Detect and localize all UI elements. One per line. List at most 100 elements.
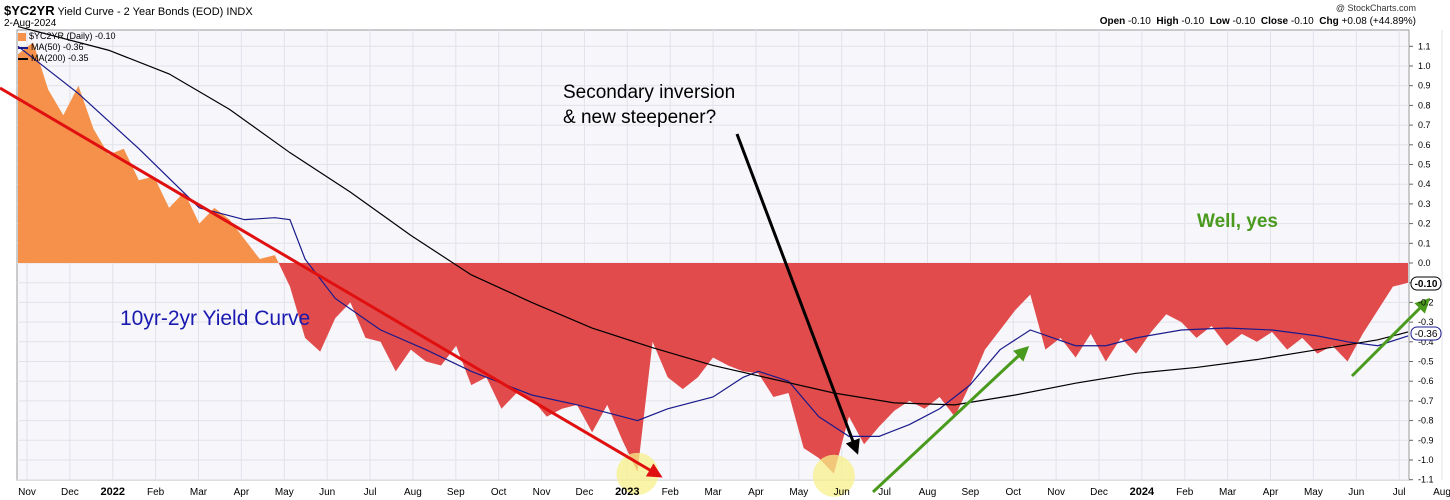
x-tick-label: Feb: [662, 487, 680, 498]
x-tick-label: Dec: [576, 487, 594, 498]
x-tick-label: Jun: [834, 487, 850, 498]
x-tick-label: Jul: [364, 487, 377, 498]
x-tick-label: 2023: [615, 486, 639, 498]
legend-swatch: [18, 46, 28, 49]
y-tick-label: -0.7: [1418, 396, 1434, 406]
chart-date: 2-Aug-2024: [4, 18, 57, 29]
ma200-line: [17, 26, 1409, 406]
x-tick-label: Apr: [748, 487, 764, 498]
ma-price-tag: [1410, 326, 1442, 341]
x-tick-label: Sep: [447, 487, 465, 498]
x-tick-label: Nov: [18, 487, 36, 498]
y-tick-label: 0.4: [1418, 179, 1431, 189]
y-tick-label: 0.0: [1418, 258, 1431, 268]
high-label: High: [1156, 16, 1179, 27]
green-arrow-1: [871, 345, 1030, 494]
x-tick-label: Mar: [190, 487, 208, 498]
x-tick-label: 2024: [1130, 486, 1155, 498]
legend: $YC2YR (Daily) -0.10 MA(50) -0.36 MA(200) …: [18, 31, 116, 64]
x-tick-label: Aug: [919, 487, 937, 498]
y-tick-label: -0.9: [1418, 435, 1434, 445]
symbol: $YC2YR: [4, 3, 55, 18]
high-value: -0.10: [1181, 16, 1205, 27]
y-tick-label: 0.6: [1418, 140, 1431, 150]
x-tick-label: Sep: [961, 487, 979, 498]
x-tick-label: Jul: [878, 487, 891, 498]
copyright: @ StockCharts.com: [1335, 3, 1416, 13]
x-tick-label: Dec: [1090, 487, 1108, 498]
y-tick-label: 0.7: [1418, 120, 1431, 130]
chg-label: Chg: [1319, 16, 1339, 27]
red-trend-arrow: [0, 86, 663, 478]
close-label: Close: [1260, 16, 1289, 27]
x-tick-label: Oct: [1005, 487, 1021, 498]
x-tick-label: Oct: [491, 487, 507, 498]
low-value: -0.10: [1232, 16, 1256, 27]
secondary-inversion-line1: Secondary inversion: [563, 82, 735, 103]
y-tick-label: -0.4: [1418, 337, 1434, 347]
description: Yield Curve - 2 Year Bonds (EOD): [57, 6, 224, 18]
secondary-inversion-line2: & new steepener?: [563, 107, 716, 128]
y-tick-label: 0.9: [1418, 81, 1431, 91]
x-tick-label: Mar: [704, 487, 722, 498]
x-tick-label: May: [275, 487, 294, 498]
y-tick-label: -0.8: [1418, 416, 1434, 426]
y-tick-label: 0.2: [1418, 219, 1431, 229]
negative-area: [18, 263, 1408, 474]
low-highlight: [812, 454, 855, 497]
y-tick-label: -0.2: [1418, 297, 1434, 307]
x-tick-label: May: [789, 487, 808, 498]
x-tick-label: Feb: [1176, 487, 1194, 498]
y-tick-label: 1.0: [1418, 61, 1431, 71]
x-tick-label: 2022: [101, 486, 125, 498]
x-tick-label: May: [1304, 487, 1323, 498]
y-tick-label: -0.5: [1418, 357, 1434, 367]
ma-price-text: -0.36: [1415, 329, 1438, 340]
legend-label: MA(200) -0.35: [31, 53, 89, 63]
x-tick-label: Nov: [1047, 487, 1065, 498]
green-arrow-2: [1350, 297, 1431, 378]
x-tick-label: Jun: [1348, 487, 1364, 498]
y-tick-label: 0.1: [1418, 238, 1431, 248]
x-tick-label: Apr: [1263, 487, 1279, 498]
close-value: -0.10: [1290, 16, 1314, 27]
legend-swatch: [18, 57, 28, 60]
positive-area: [18, 42, 1408, 263]
low-highlight: [616, 452, 659, 495]
low-label: Low: [1209, 16, 1230, 27]
y-tick-label: 0.8: [1418, 100, 1431, 110]
legend-label: MA(50) -0.36: [31, 42, 84, 52]
open-label: Open: [1099, 16, 1126, 27]
chg-value: +0.08 (+44.89%): [1341, 16, 1417, 27]
x-tick-label: Feb: [147, 487, 165, 498]
y-tick-label: 0.3: [1418, 199, 1431, 209]
x-tick-label: Aug: [1433, 487, 1450, 498]
y-tick-label: -0.3: [1418, 317, 1434, 327]
y-tick-label: -0.6: [1418, 376, 1434, 386]
x-tick-label: Jun: [319, 487, 335, 498]
x-tick-label: Jul: [1393, 487, 1406, 498]
legend-item: $YC2YR (Daily) -0.10: [18, 31, 116, 42]
black-pointer-arrow: [735, 133, 860, 455]
exchange: INDX: [226, 6, 253, 18]
chart-title: $YC2YR Yield Curve - 2 Year Bonds (EOD) …: [4, 3, 253, 18]
open-value: -0.10: [1128, 16, 1151, 27]
x-tick-label: Aug: [404, 487, 422, 498]
last-price-text: -0.10: [1415, 279, 1438, 290]
ohlc-readout: Open -0.10 High -0.10 Low -0.10 Close -0…: [1100, 16, 1416, 27]
y-tick-label: 0.5: [1418, 160, 1431, 170]
legend-item: MA(50) -0.36: [18, 42, 116, 53]
y-tick-label: -1.1: [1418, 475, 1434, 485]
legend-label: $YC2YR (Daily) -0.10: [29, 31, 116, 41]
y-tick-label: -1.0: [1418, 455, 1434, 465]
ma50-line: [17, 45, 1409, 437]
y-tick-label: 1.1: [1418, 41, 1431, 51]
well-yes-label: Well, yes: [1197, 211, 1278, 232]
x-tick-label: Apr: [234, 487, 250, 498]
legend-swatch: [18, 32, 26, 41]
yield-curve-label: 10yr-2yr Yield Curve: [120, 307, 310, 330]
x-tick-label: Nov: [533, 487, 551, 498]
x-tick-label: Dec: [61, 487, 79, 498]
